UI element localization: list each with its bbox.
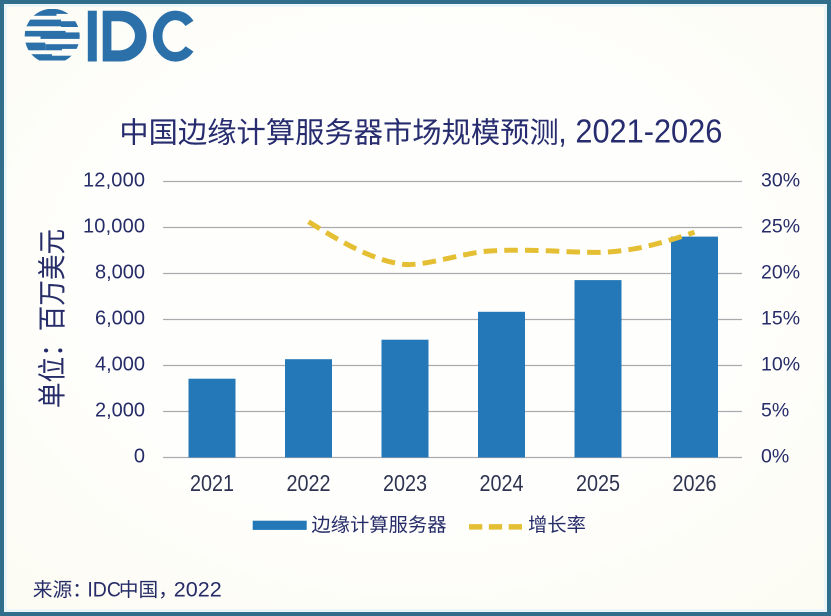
svg-text:5%: 5% [761, 400, 789, 422]
svg-text:2026: 2026 [673, 470, 717, 496]
svg-text:2,000: 2,000 [95, 400, 145, 422]
svg-text:2021: 2021 [190, 470, 234, 496]
svg-text:2025: 2025 [576, 470, 620, 496]
svg-text:, 2021-2026: , 2021-2026 [558, 114, 722, 151]
svg-text:2022: 2022 [174, 579, 222, 602]
svg-text:0: 0 [134, 446, 145, 468]
svg-text:8,000: 8,000 [95, 262, 145, 284]
svg-text:2023: 2023 [383, 470, 427, 496]
svg-text:6,000: 6,000 [95, 308, 145, 330]
svg-text:30%: 30% [761, 170, 800, 192]
svg-text:2024: 2024 [480, 470, 524, 496]
svg-text:10,000: 10,000 [83, 216, 145, 238]
svg-text:2022: 2022 [287, 470, 331, 496]
svg-text:12,000: 12,000 [83, 170, 145, 192]
svg-text:15%: 15% [761, 308, 800, 330]
svg-text:IDC: IDC [87, 579, 121, 602]
svg-text:4,000: 4,000 [95, 354, 145, 376]
svg-text:20%: 20% [761, 262, 800, 284]
svg-text:0%: 0% [761, 446, 789, 468]
svg-text:10%: 10% [761, 354, 800, 376]
svg-text:25%: 25% [761, 216, 800, 238]
